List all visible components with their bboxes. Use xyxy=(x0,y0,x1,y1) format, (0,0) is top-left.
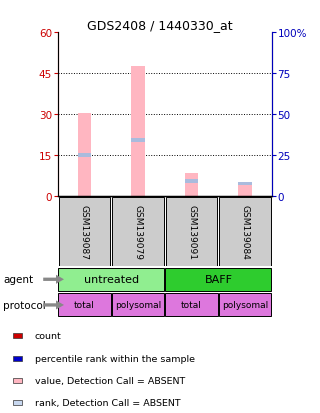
Bar xyxy=(12,378,22,383)
Text: polysomal: polysomal xyxy=(222,301,268,310)
FancyBboxPatch shape xyxy=(112,294,164,317)
Text: GSM139091: GSM139091 xyxy=(187,204,196,259)
Text: rank, Detection Call = ABSENT: rank, Detection Call = ABSENT xyxy=(35,398,180,407)
Text: polysomal: polysomal xyxy=(115,301,161,310)
Text: percentile rank within the sample: percentile rank within the sample xyxy=(35,354,195,363)
Text: value, Detection Call = ABSENT: value, Detection Call = ABSENT xyxy=(35,376,185,385)
FancyBboxPatch shape xyxy=(165,294,218,317)
Text: GDS2408 / 1440330_at: GDS2408 / 1440330_at xyxy=(87,19,233,31)
FancyBboxPatch shape xyxy=(165,268,271,291)
FancyBboxPatch shape xyxy=(112,197,164,266)
Text: untreated: untreated xyxy=(84,275,139,285)
Bar xyxy=(238,183,252,186)
Text: GSM139087: GSM139087 xyxy=(80,204,89,259)
Bar xyxy=(131,139,145,142)
Text: GSM139079: GSM139079 xyxy=(133,204,142,259)
FancyBboxPatch shape xyxy=(220,197,271,266)
Text: count: count xyxy=(35,332,61,341)
FancyBboxPatch shape xyxy=(58,268,164,291)
Bar xyxy=(131,67,145,197)
Bar xyxy=(12,334,22,339)
Bar xyxy=(12,400,22,405)
Bar xyxy=(185,173,198,197)
FancyBboxPatch shape xyxy=(58,294,111,317)
Bar xyxy=(78,114,91,197)
Bar xyxy=(78,154,91,157)
FancyBboxPatch shape xyxy=(59,197,110,266)
Text: agent: agent xyxy=(3,275,33,285)
Text: GSM139084: GSM139084 xyxy=(241,204,250,259)
Bar xyxy=(12,356,22,361)
Text: total: total xyxy=(74,301,95,310)
FancyBboxPatch shape xyxy=(166,197,217,266)
FancyBboxPatch shape xyxy=(219,294,271,317)
Text: protocol: protocol xyxy=(3,300,46,310)
Bar xyxy=(238,183,252,197)
Text: total: total xyxy=(181,301,202,310)
Text: BAFF: BAFF xyxy=(204,275,232,285)
Bar xyxy=(185,180,198,183)
